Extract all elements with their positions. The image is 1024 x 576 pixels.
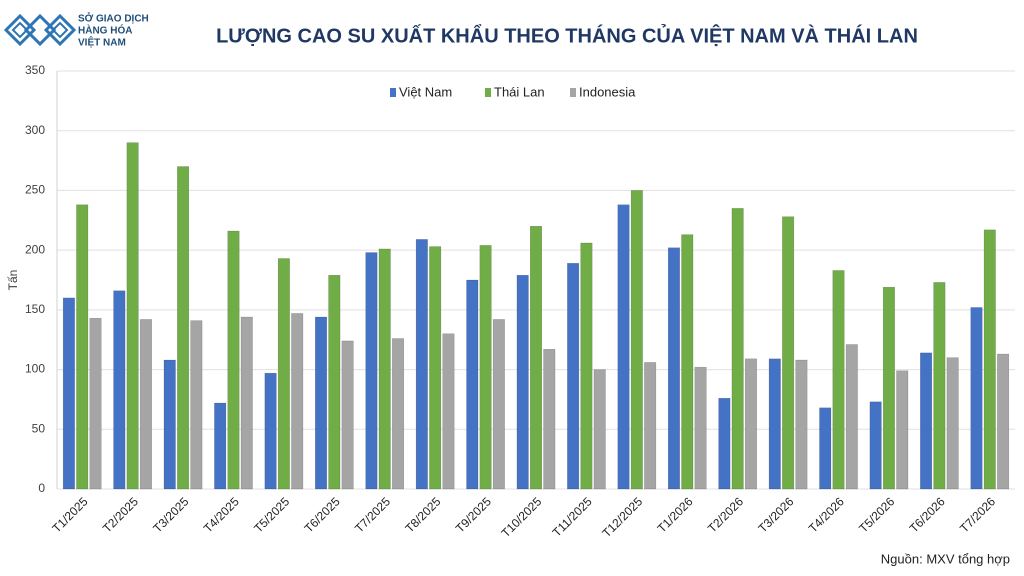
x-tick-label: T7/2026 [957, 494, 998, 535]
bar [630, 190, 643, 490]
bar [768, 358, 781, 490]
bar [442, 333, 455, 490]
x-tick-label: T2/2026 [705, 494, 746, 535]
y-tick-label: 50 [32, 421, 46, 435]
bar [530, 226, 542, 490]
legend-swatch [390, 88, 396, 97]
bar [492, 319, 505, 490]
x-tick-label: T3/2025 [150, 494, 191, 535]
bar [970, 307, 983, 490]
y-tick-label: 150 [25, 302, 45, 316]
bar [832, 270, 845, 490]
x-tick-label: T5/2025 [251, 494, 292, 535]
x-tick-label: T1/2026 [655, 494, 696, 535]
bar [845, 344, 858, 490]
bar [240, 316, 253, 490]
y-tick-label: 300 [25, 123, 45, 137]
bar [214, 402, 227, 490]
legend-label: Indonesia [579, 84, 636, 99]
x-tick-label: T6/2026 [907, 494, 948, 535]
bar [378, 248, 391, 490]
bar [315, 316, 328, 490]
bar [227, 230, 240, 490]
logo-text: HÀNG HÓA [78, 24, 132, 37]
bar [920, 352, 933, 490]
bar [113, 290, 126, 490]
bar [291, 313, 304, 490]
x-tick-label: T8/2025 [402, 494, 443, 535]
bar [264, 372, 277, 490]
x-tick-label: T5/2026 [856, 494, 897, 535]
bar [933, 282, 946, 490]
bar [177, 166, 190, 490]
x-tick-label: T1/2025 [50, 494, 91, 535]
bar [896, 370, 909, 490]
source-note: Nguồn: MXV tổng hợp [881, 551, 1010, 566]
bar [543, 349, 556, 490]
bar [997, 353, 1010, 490]
x-tick-label: T6/2025 [302, 494, 343, 535]
bar [415, 239, 428, 490]
bar [744, 358, 757, 490]
bar [365, 252, 378, 490]
bar [617, 204, 630, 490]
bar [163, 359, 176, 490]
chart-title: LƯỢNG CAO SU XUẤT KHẨU THEO THÁNG CỦA VI… [216, 23, 918, 47]
legend-swatch [570, 88, 576, 97]
legend-label: Thái Lan [494, 84, 545, 99]
legend-label: Việt Nam [399, 84, 452, 99]
bar [62, 297, 75, 490]
y-tick-label: 0 [38, 481, 45, 495]
bar [341, 340, 354, 490]
bar [667, 247, 680, 490]
y-tick-label: 100 [25, 362, 45, 376]
y-axis-label: Tấn [6, 270, 20, 291]
bar [644, 362, 657, 490]
bar [580, 242, 593, 490]
bar [882, 286, 895, 490]
bar [466, 279, 479, 490]
bar [946, 357, 959, 490]
y-tick-label: 200 [25, 242, 45, 256]
logo-text: VIỆT NAM [78, 36, 126, 49]
bar [392, 338, 405, 490]
bar [694, 366, 707, 490]
bar [681, 234, 694, 490]
bar [126, 142, 139, 490]
bar [139, 319, 152, 490]
y-tick-label: 250 [25, 183, 45, 197]
bar [983, 229, 996, 490]
x-tick-label: T9/2025 [453, 494, 494, 535]
x-tick-label: T2/2025 [100, 494, 141, 535]
bar [593, 369, 606, 490]
bar [89, 317, 102, 490]
bar [731, 208, 744, 490]
bar [782, 216, 795, 490]
bar [328, 274, 341, 490]
bar [795, 359, 808, 490]
bar [516, 274, 529, 490]
bar [819, 407, 832, 490]
legend-swatch [485, 88, 491, 97]
x-tick-label: T7/2025 [352, 494, 393, 535]
bar [429, 246, 442, 490]
x-tick-label: T12/2025 [599, 494, 645, 540]
bar [718, 397, 731, 490]
logo-text: SỞ GIAO DỊCH [78, 12, 149, 25]
x-tick-label: T10/2025 [499, 494, 545, 540]
bar [567, 263, 580, 490]
y-tick-label: 350 [25, 63, 45, 77]
x-tick-label: T3/2026 [755, 494, 796, 535]
logo-mark [3, 13, 77, 47]
bar [277, 258, 290, 490]
x-tick-label: T4/2025 [201, 494, 242, 535]
x-tick-label: T4/2026 [806, 494, 847, 535]
bar [76, 204, 89, 490]
bar [479, 245, 492, 490]
x-tick-label: T11/2025 [550, 494, 595, 539]
bar [190, 320, 203, 490]
bar [869, 401, 882, 490]
